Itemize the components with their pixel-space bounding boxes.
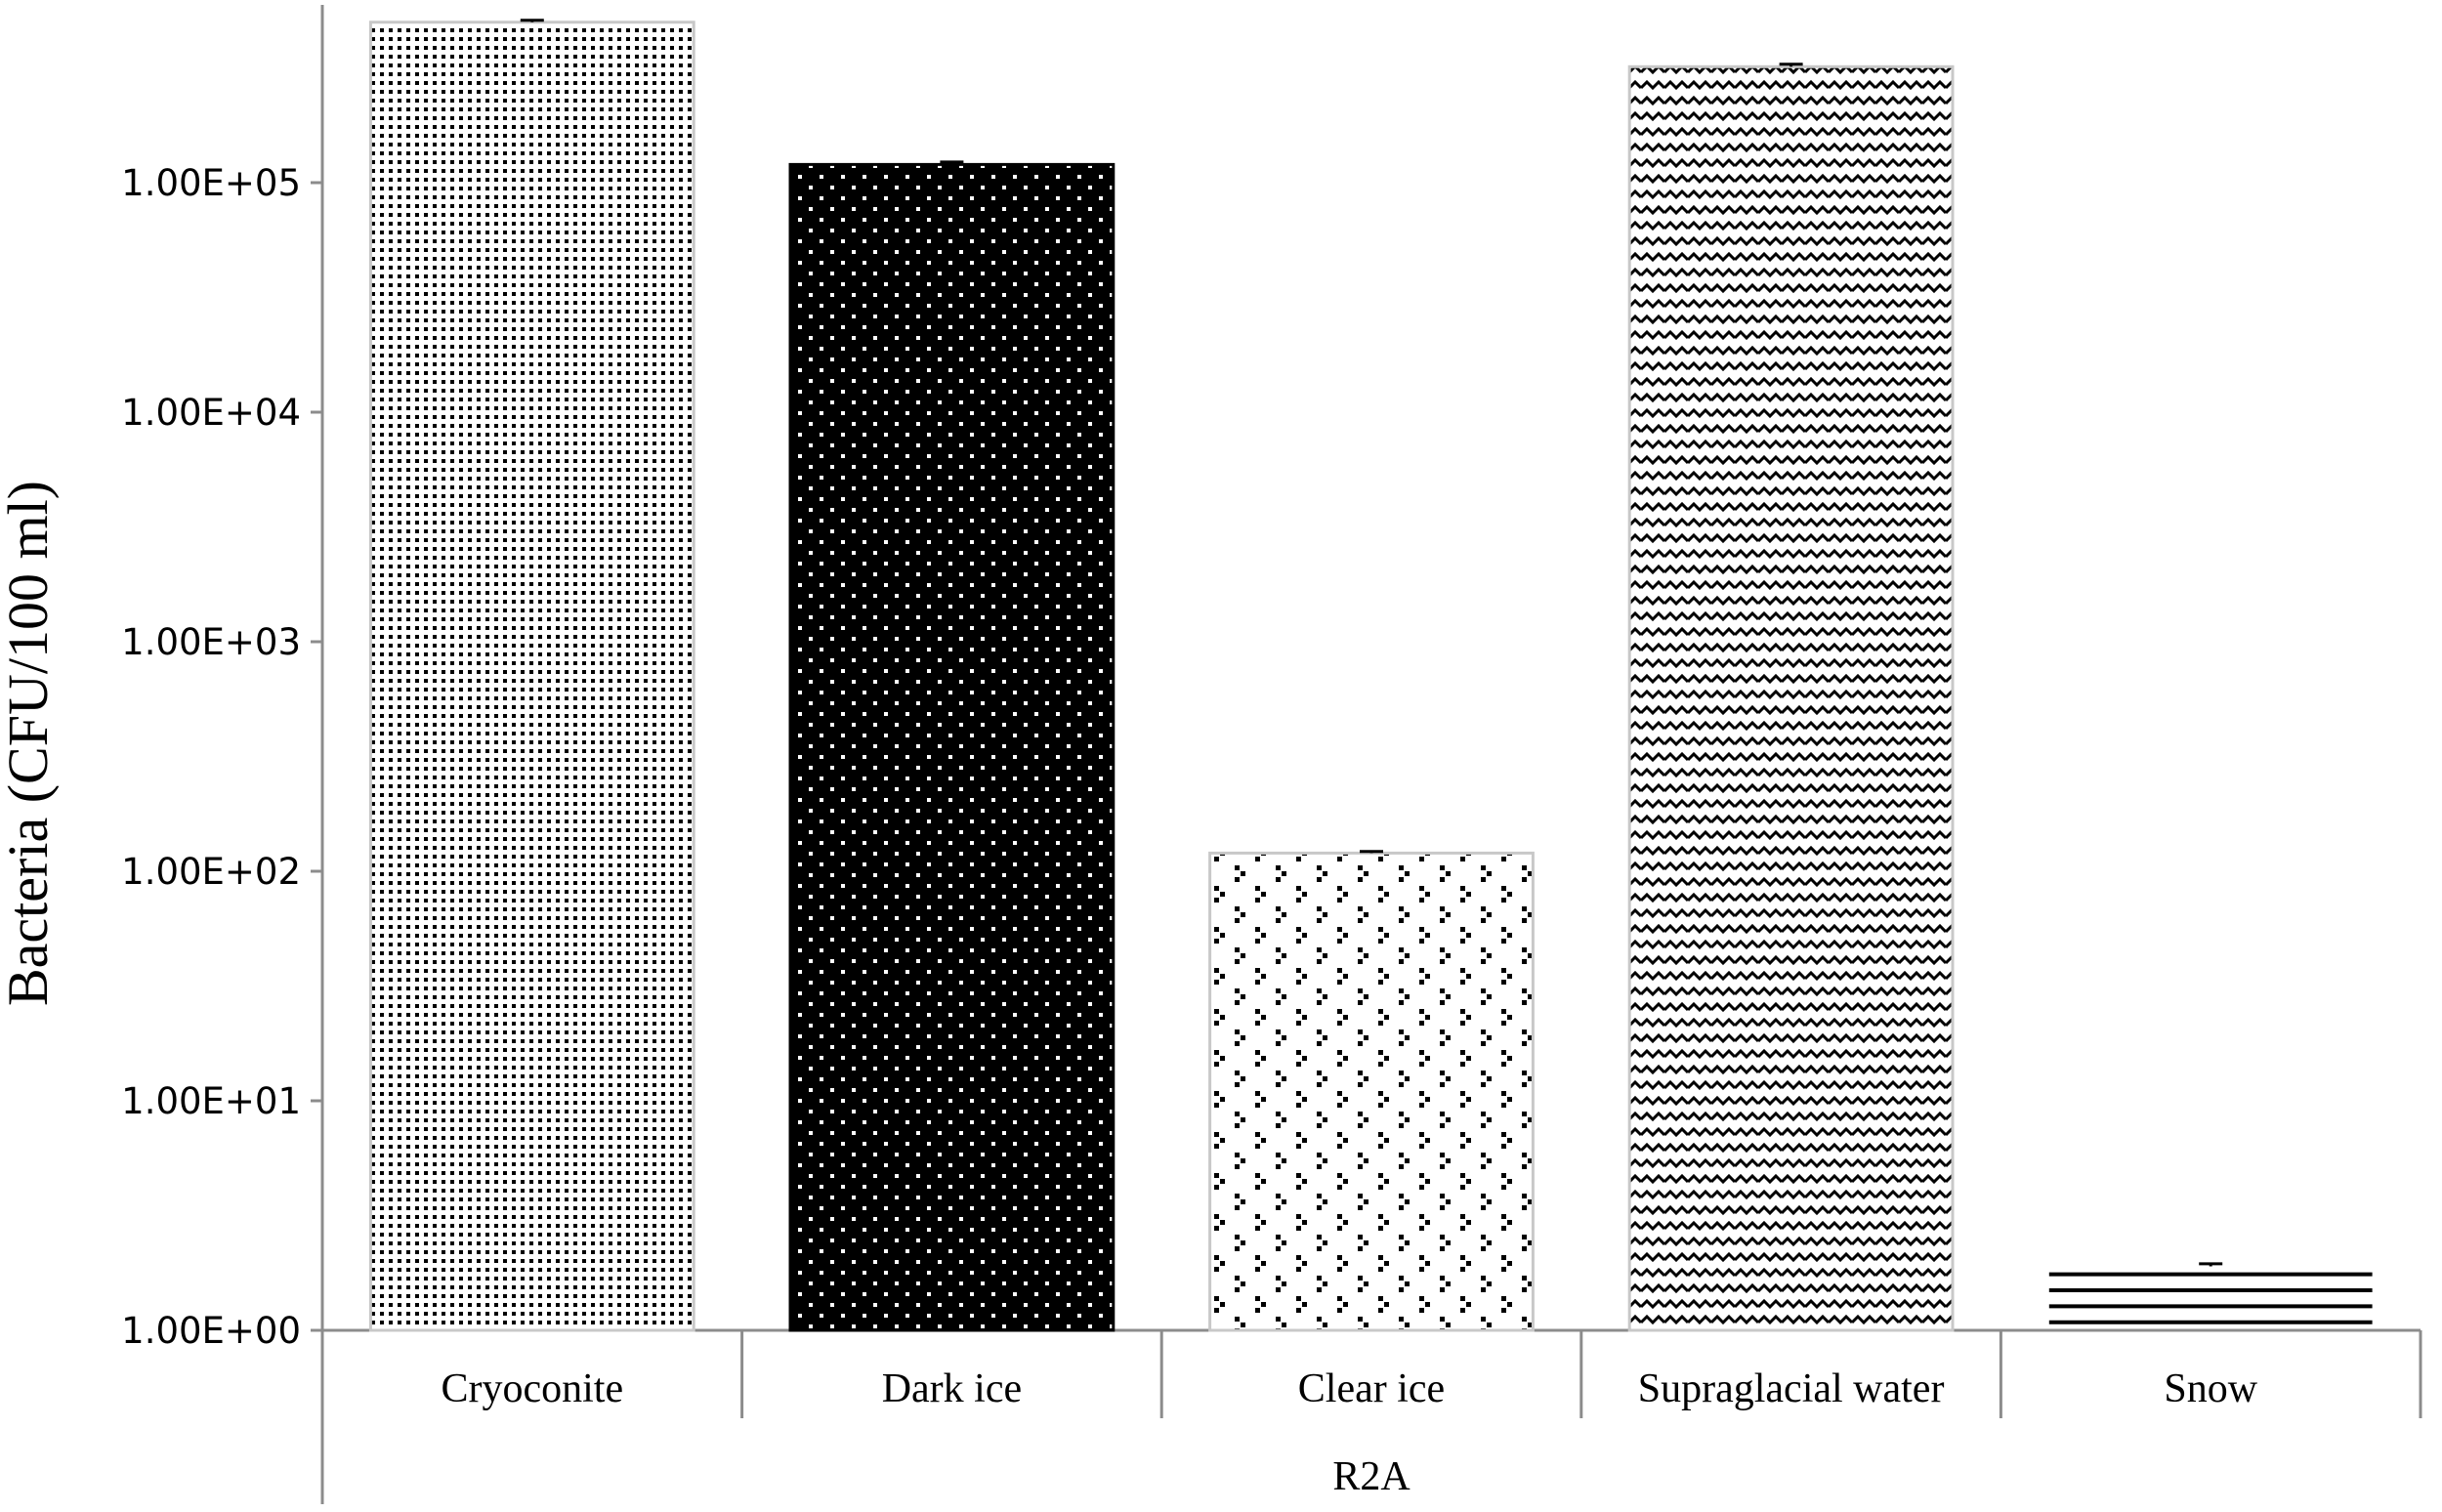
bar-cryoconite: [368, 21, 695, 1332]
bars: [368, 19, 2373, 1332]
x-category-label: Snow: [2164, 1366, 2257, 1411]
y-tick-label: 1.00E+00: [121, 1310, 301, 1352]
y-axis-title: Bacteria (CFU/100 ml): [0, 481, 60, 1006]
x-category-label: Clear ice: [1298, 1366, 1445, 1411]
x-group-label: R2A: [1332, 1454, 1410, 1499]
y-tick-label: 1.00E+04: [121, 392, 301, 434]
labels: 1.00E+00 1.00E+01 1.00E+02 1.00E+03 1.00E+04…: [0, 162, 2258, 1499]
x-category-label: Dark ice: [882, 1366, 1022, 1411]
bar-supraglacial-water: [1627, 64, 1955, 1332]
x-category-label: Supraglacial water: [1638, 1366, 1945, 1411]
bar-clear-ice: [1208, 851, 1535, 1332]
y-tick-label: 1.00E+05: [121, 162, 301, 204]
x-category-label: Cryoconite: [441, 1366, 623, 1411]
bar-dark-ice: [788, 162, 1116, 1332]
y-tick-label: 1.00E+01: [121, 1080, 301, 1122]
y-tick-label: 1.00E+03: [121, 621, 301, 663]
y-tick-label: 1.00E+02: [121, 851, 301, 893]
